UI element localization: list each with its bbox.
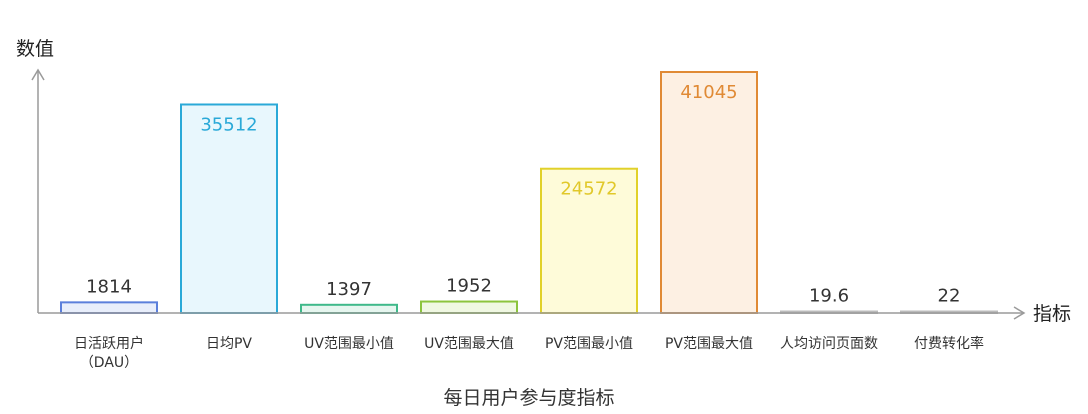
x-axis-title: 指标 bbox=[1033, 303, 1071, 325]
bar bbox=[180, 103, 278, 315]
category-labels: 日活跃用户 （DAU） 日均PV UV范围最小值 UV范围最大值 PV范围最小值 PV范围最… bbox=[74, 335, 984, 371]
value-label: 1814 bbox=[86, 276, 132, 297]
bar bbox=[60, 301, 158, 314]
bar bbox=[300, 303, 398, 314]
value-label: 22 bbox=[938, 286, 961, 307]
y-axis-title: 数值 bbox=[16, 38, 54, 60]
category-label: 日均PV bbox=[206, 336, 252, 352]
category-label: PV范围最小值 bbox=[545, 335, 633, 352]
value-label: 35512 bbox=[200, 114, 257, 135]
value-label: 1952 bbox=[446, 276, 492, 297]
bar bbox=[420, 300, 518, 315]
y-axis-arrow-icon bbox=[31, 68, 45, 81]
bar bbox=[540, 167, 638, 314]
value-label: 24572 bbox=[560, 179, 617, 200]
axes bbox=[31, 68, 1026, 320]
value-label: 41045 bbox=[680, 82, 737, 103]
bars bbox=[60, 71, 998, 315]
category-label: PV范围最大值 bbox=[665, 335, 753, 352]
category-label: 人均访问页面数 bbox=[780, 336, 878, 352]
category-label: （DAU） bbox=[80, 355, 138, 371]
category-label: UV范围最大值 bbox=[424, 335, 514, 352]
value-label: 1397 bbox=[326, 279, 372, 300]
category-label: UV范围最小值 bbox=[304, 335, 394, 352]
value-labels: 1814 35512 1397 1952 24572 41045 19.6 22 bbox=[86, 82, 960, 307]
category-label: 付费转化率 bbox=[914, 335, 984, 352]
chart-title: 每日用户参与度指标 bbox=[443, 387, 614, 409]
x-axis-arrow-icon bbox=[1013, 306, 1026, 320]
category-label: 日活跃用户 bbox=[74, 335, 144, 352]
bar bbox=[660, 71, 758, 314]
value-label: 19.6 bbox=[809, 286, 849, 307]
